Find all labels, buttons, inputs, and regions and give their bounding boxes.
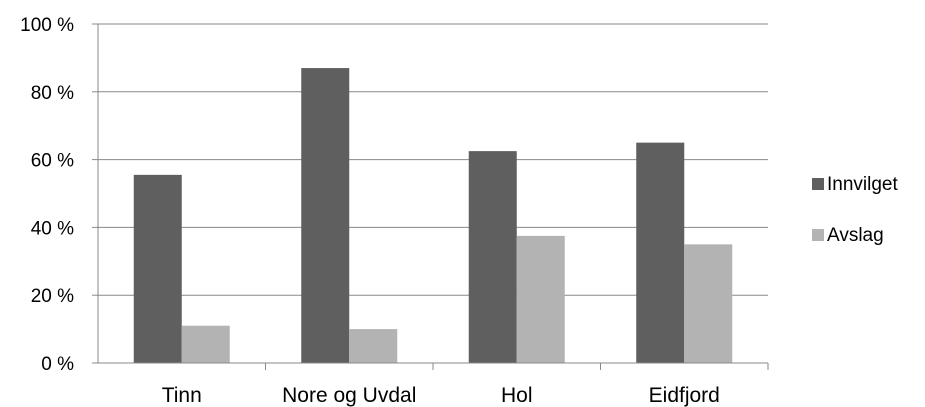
axes: [92, 23, 769, 370]
y-tick-label: 0 %: [41, 354, 74, 375]
legend-swatch: [812, 229, 824, 241]
bar-avslag-tinn: [181, 325, 230, 363]
bar-innvilget-hol: [468, 151, 517, 363]
bar-innvilget-eidfjord: [636, 142, 685, 363]
y-tick-label: 40 %: [31, 218, 74, 239]
legend-swatch: [812, 178, 824, 190]
bar-innvilget-nore-og-uvdal: [301, 68, 350, 363]
bar-innvilget-tinn: [133, 174, 182, 363]
x-axis-category-labels: Tinn Nore og Uvdal Hol Eidfjord: [162, 384, 720, 407]
x-category-label: Tinn: [162, 384, 202, 407]
legend: Innvilget Avslag: [812, 174, 898, 246]
y-tick-label: 100 %: [20, 15, 74, 36]
x-category-label: Nore og Uvdal: [282, 384, 416, 407]
legend-label: Avslag: [827, 225, 884, 246]
x-category-label: Hol: [501, 384, 533, 407]
y-axis-tick-labels: 0 % 20 % 40 % 60 % 80 % 100 %: [20, 15, 74, 375]
bar-avslag-nore-og-uvdal: [349, 329, 398, 363]
y-tick-label: 80 %: [31, 83, 74, 104]
bar-avslag-hol: [516, 235, 565, 363]
y-tick-label: 20 %: [31, 286, 74, 307]
bars: [133, 68, 733, 363]
legend-label: Innvilget: [827, 174, 898, 195]
bar-avslag-eidfjord: [684, 244, 733, 363]
x-category-label: Eidfjord: [649, 384, 720, 407]
y-tick-label: 60 %: [31, 151, 74, 172]
